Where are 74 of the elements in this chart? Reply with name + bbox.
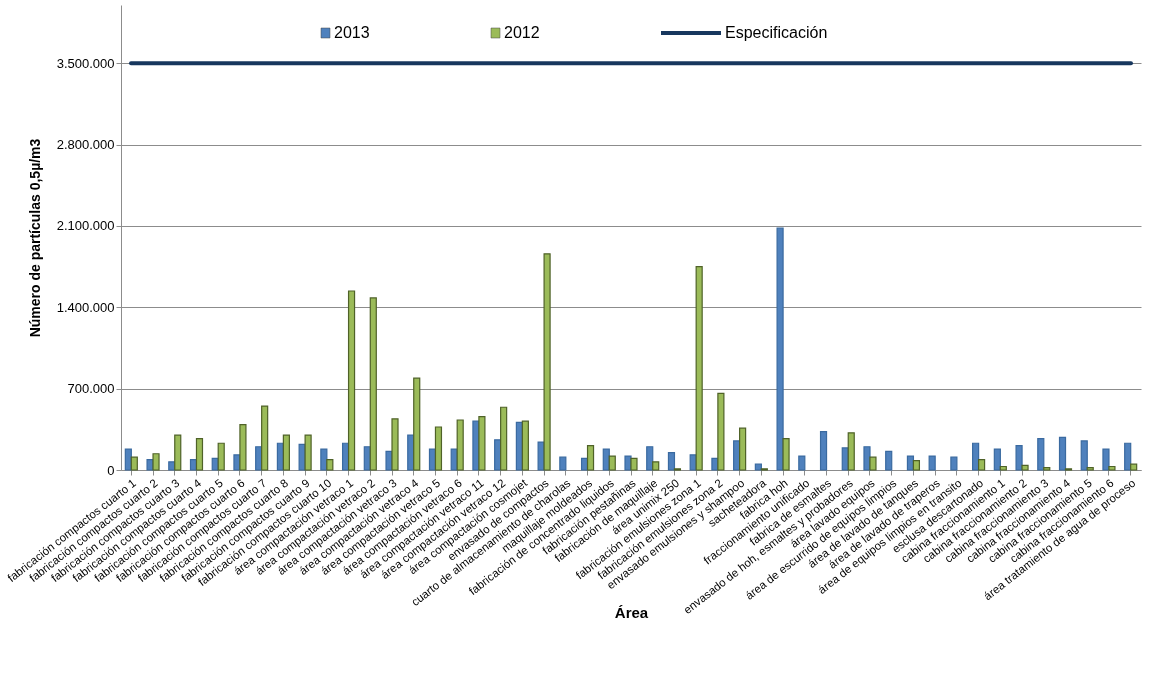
legend-label: 2012 (504, 24, 540, 41)
bar (347, 290, 356, 471)
bar (906, 455, 915, 471)
bar (667, 451, 676, 471)
bar (1080, 440, 1088, 471)
bar (912, 460, 921, 471)
bar (928, 455, 936, 471)
bar (798, 455, 806, 471)
bar (630, 457, 638, 471)
bar (993, 448, 1001, 471)
y-tick-label: 3.500.000 (56, 55, 115, 71)
bar (168, 461, 176, 471)
y-tick-label: 2.800.000 (56, 137, 115, 152)
bar (977, 458, 986, 471)
y-tick-label: 1.400.000 (56, 299, 115, 315)
bar (999, 465, 1007, 471)
bar (261, 405, 269, 471)
bar (586, 444, 595, 471)
bar (652, 461, 660, 471)
legend-label: Especificación (725, 24, 828, 41)
bar (478, 415, 486, 471)
bar (602, 448, 610, 471)
bar (950, 456, 958, 471)
bar (239, 424, 247, 471)
bar (543, 253, 551, 471)
bar (1124, 442, 1132, 471)
bar (434, 426, 443, 471)
bar (863, 446, 871, 471)
legend-label: 2013 (334, 24, 370, 41)
bar (782, 438, 790, 471)
x-axis-title: Área (614, 604, 649, 622)
bar (124, 448, 132, 471)
bar (847, 432, 855, 471)
bar (1058, 436, 1067, 471)
bar (819, 431, 828, 471)
y-tick-label: 0 (107, 462, 115, 478)
bar (754, 463, 762, 471)
bar (130, 456, 138, 471)
bar (624, 455, 632, 471)
bar (1108, 465, 1116, 471)
bar (1037, 438, 1045, 471)
bar (174, 434, 182, 471)
bar (326, 458, 334, 471)
bar (413, 377, 421, 471)
bar (320, 448, 328, 471)
bar (152, 453, 160, 471)
bar (695, 265, 703, 471)
bar (1015, 444, 1023, 471)
bar (1130, 463, 1138, 471)
bar (195, 438, 204, 471)
bar (608, 455, 616, 471)
bar (776, 227, 784, 471)
bar (456, 419, 464, 471)
bar (391, 418, 399, 471)
bar (500, 406, 508, 471)
bar (739, 427, 747, 471)
y-tick-label: 2.100.000 (56, 218, 115, 234)
bar (1043, 467, 1051, 471)
bar (646, 446, 654, 471)
bar (369, 297, 377, 471)
bar (304, 434, 312, 471)
bar (885, 450, 893, 471)
bar (559, 456, 567, 471)
bar (1102, 448, 1110, 471)
bar (717, 392, 725, 471)
bar (217, 442, 225, 471)
bar (1086, 467, 1094, 471)
y-axis-title: Número de partículas 0,5µ/m3 (26, 138, 43, 338)
bar (282, 434, 290, 471)
bar (521, 420, 529, 471)
bar (1021, 464, 1029, 471)
y-tick-label: 700.000 (67, 381, 115, 397)
bar (972, 442, 980, 471)
bar (869, 456, 877, 471)
